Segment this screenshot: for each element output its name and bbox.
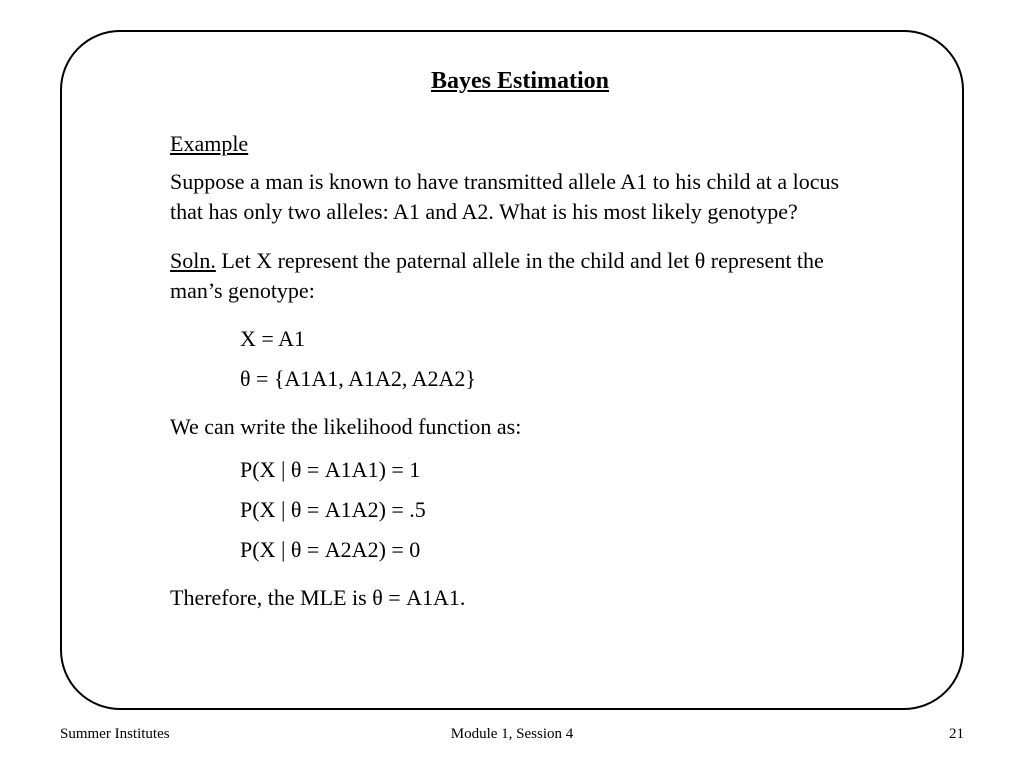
footer-page-number: 21 bbox=[949, 726, 964, 743]
solution-label: Soln. bbox=[170, 248, 216, 273]
conclusion-text: Therefore, the MLE is θ = A1A1. bbox=[170, 583, 870, 613]
example-paragraph: Suppose a man is known to have transmitt… bbox=[170, 167, 870, 226]
equation-theta-set: θ = {A1A1, A1A2, A2A2} bbox=[240, 366, 870, 392]
slide-title: Bayes Estimation bbox=[140, 68, 900, 95]
example-label: Example bbox=[170, 131, 870, 157]
solution-text: Let X represent the paternal allele in t… bbox=[170, 248, 824, 303]
slide-footer: Summer Institutes Module 1, Session 4 21 bbox=[60, 726, 964, 746]
footer-center: Module 1, Session 4 bbox=[60, 726, 964, 743]
likelihood-intro: We can write the likelihood function as: bbox=[170, 412, 870, 442]
equation-x: X = A1 bbox=[240, 326, 870, 352]
likelihood-p3: P(X | θ = A2A2) = 0 bbox=[240, 537, 870, 563]
likelihood-p2: P(X | θ = A1A2) = .5 bbox=[240, 497, 870, 523]
likelihood-p1: P(X | θ = A1A1) = 1 bbox=[240, 457, 870, 483]
solution-paragraph: Soln. Let X represent the paternal allel… bbox=[170, 246, 870, 305]
slide-content: Bayes Estimation Example Suppose a man i… bbox=[170, 68, 870, 613]
slide: Bayes Estimation Example Suppose a man i… bbox=[0, 0, 1024, 768]
